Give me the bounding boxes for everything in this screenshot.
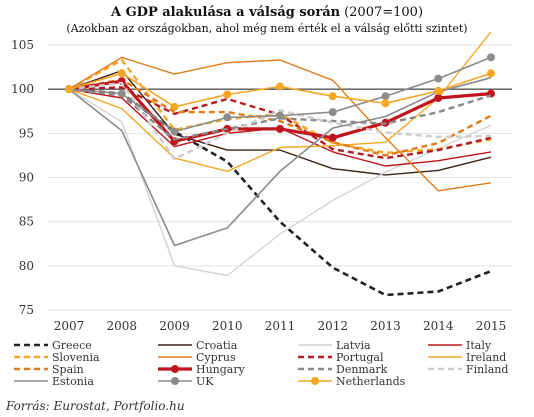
series-ireland: [68, 31, 492, 173]
legend-item-denmark: Denmark: [298, 363, 388, 376]
legend-item-croatia: Croatia: [158, 339, 238, 352]
series-cyprus: [68, 56, 492, 192]
legend-item-finland: Finland: [428, 363, 508, 376]
series-line-estonia: [68, 76, 492, 247]
legend-label: Finland: [466, 363, 508, 376]
x-tick-label: 2009: [159, 319, 190, 333]
legend: Greece Croatia Latvia Italy Slovenia Cyprus Po…: [14, 339, 508, 388]
legend-label: Netherlands: [336, 375, 406, 388]
series-line-croatia: [68, 69, 492, 176]
y-axis-ticks: 75 80 85 90 95 100 105: [11, 38, 34, 317]
source-note: Forrás: Eurostat, Portfolio.hu: [5, 399, 185, 413]
data-point-netherlands: [223, 90, 232, 99]
data-point-uk: [487, 53, 495, 62]
legend-item-italy: Italy: [428, 339, 492, 352]
legend-item-estonia: Estonia: [14, 375, 94, 388]
legend-item-hungary: Hungary: [158, 363, 246, 376]
data-point-uk: [170, 127, 179, 136]
x-tick-label: 2014: [423, 319, 454, 333]
data-point-netherlands: [170, 102, 179, 111]
legend-label: Denmark: [336, 363, 388, 376]
y-tick-label: 75: [19, 303, 34, 317]
x-tick-label: 2011: [265, 319, 296, 333]
series-line-ireland: [68, 31, 492, 173]
y-tick-label: 95: [19, 126, 34, 140]
x-tick-label: 2015: [476, 319, 507, 333]
series-line-spain: [68, 78, 492, 157]
y-tick-label: 80: [19, 259, 34, 273]
x-tick-label: 2012: [317, 319, 348, 333]
y-tick-label: 85: [19, 215, 34, 229]
data-point-uk: [276, 111, 284, 120]
chart-subtitle: (Azokban az országokban, ahol még nem ér…: [66, 22, 467, 35]
data-point-netherlands: [434, 86, 443, 95]
legend-item-latvia: Latvia: [298, 339, 371, 352]
y-tick-label: 105: [11, 38, 34, 52]
data-point-netherlands: [381, 99, 390, 108]
series-netherlands: [65, 69, 495, 111]
legend-item-slovenia: Slovenia: [14, 351, 100, 364]
series-denmark: [68, 88, 492, 141]
legend-item-spain: Spain: [14, 363, 84, 376]
series-line-denmark: [68, 88, 492, 141]
y-tick-label: 90: [19, 171, 34, 185]
legend-label: Slovenia: [52, 351, 100, 364]
legend-label: Italy: [466, 339, 492, 352]
series-line-cyprus: [68, 56, 492, 192]
legend-label: Estonia: [52, 375, 94, 388]
legend-label: Latvia: [336, 339, 371, 352]
legend-label: Ireland: [466, 351, 506, 364]
data-point-uk: [117, 89, 126, 98]
data-point-hungary: [328, 133, 337, 142]
series-spain: [68, 78, 492, 157]
legend-marker: [171, 377, 179, 385]
legend-item-uk: UK: [158, 375, 214, 388]
data-point-uk: [223, 113, 232, 122]
data-point-netherlands: [65, 85, 73, 94]
data-point-uk: [434, 74, 443, 83]
legend-item-netherlands: Netherlands: [298, 375, 406, 388]
data-point-hungary: [276, 124, 284, 133]
series-croatia: [68, 69, 492, 176]
legend-item-portugal: Portugal: [298, 351, 384, 364]
legend-item-ireland: Ireland: [428, 351, 506, 364]
data-point-uk: [381, 92, 390, 101]
legend-marker: [171, 365, 179, 373]
data-point-hungary: [434, 94, 443, 102]
series-finland: [68, 81, 492, 161]
legend-label: Hungary: [196, 363, 246, 376]
x-tick-label: 2007: [54, 319, 85, 333]
data-point-netherlands: [328, 92, 337, 101]
legend-label: Spain: [52, 363, 84, 376]
series-line-finland: [68, 81, 492, 161]
data-point-netherlands: [117, 69, 126, 78]
legend-label: Greece: [52, 339, 92, 352]
data-point-uk: [328, 108, 337, 117]
x-tick-label: 2013: [370, 319, 401, 333]
series-estonia: [68, 76, 492, 247]
legend-label: Cyprus: [196, 351, 236, 364]
data-point-netherlands: [487, 69, 495, 78]
x-tick-label: 2010: [212, 319, 243, 333]
x-tick-label: 2008: [106, 319, 137, 333]
chart-title: A GDP alakulása a válság során (2007=100): [110, 5, 423, 20]
data-point-netherlands: [276, 82, 284, 91]
legend-label: Croatia: [196, 339, 238, 352]
legend-item-greece: Greece: [14, 339, 92, 352]
legend-item-cyprus: Cyprus: [158, 351, 236, 364]
x-axis-ticks: 2007 2008 2009 2010 2011 2012 2013 2014 2015: [54, 319, 507, 333]
legend-marker: [311, 377, 319, 385]
series-lines: [65, 31, 495, 297]
legend-label: Portugal: [336, 351, 384, 364]
y-tick-label: 100: [11, 82, 34, 96]
legend-label: UK: [196, 375, 214, 388]
